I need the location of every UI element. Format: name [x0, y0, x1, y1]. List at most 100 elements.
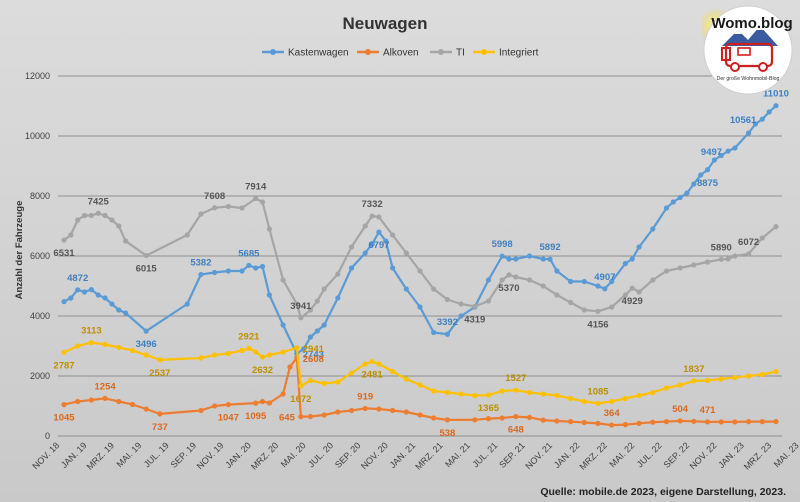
data-point-ti: [629, 285, 635, 291]
data-point-kastenwagen: [348, 265, 355, 271]
data-point-alkoven: [198, 407, 204, 414]
data-label: 9497: [701, 147, 722, 158]
data-point-kastenwagen: [691, 181, 697, 187]
data-point-integriert: [773, 368, 779, 375]
x-tick-label: SEP. 19: [169, 440, 199, 470]
data-point-ti: [116, 223, 122, 229]
data-point-kastenwagen: [513, 256, 519, 262]
data-point-integriert: [417, 382, 423, 388]
data-point-integriert: [246, 345, 252, 351]
data-point-ti: [225, 203, 231, 210]
data-label: 1527: [505, 373, 526, 384]
data-point-integriert: [581, 398, 587, 405]
x-tick-label: MAI. 23: [772, 440, 800, 469]
data-label: 3113: [81, 326, 102, 337]
data-point-integriert: [266, 352, 272, 358]
data-point-integriert: [663, 385, 670, 391]
data-point-integriert: [348, 370, 355, 376]
data-point-kastenwagen: [650, 226, 656, 232]
data-point-alkoven: [773, 419, 779, 425]
data-point-ti: [444, 296, 450, 303]
data-point-ti: [239, 205, 245, 211]
data-point-ti: [294, 301, 300, 307]
data-point-ti: [81, 212, 88, 219]
data-point-integriert: [212, 352, 218, 358]
data-point-ti: [307, 307, 314, 313]
data-point-kastenwagen: [198, 271, 204, 278]
data-point-ti: [123, 238, 129, 244]
x-tick-label: NOV. 18: [30, 440, 61, 471]
data-point-ti: [321, 286, 327, 292]
data-label: 5382: [190, 258, 211, 269]
data-point-integriert: [280, 349, 286, 355]
data-point-kastenwagen: [307, 334, 314, 340]
data-point-integriert: [485, 392, 492, 398]
legend-label: Integriert: [499, 48, 539, 59]
data-point-kastenwagen: [499, 253, 505, 259]
source-note: Quelle: mobile.de 2023, eigene Darstellu…: [540, 486, 786, 498]
data-point-ti: [362, 223, 368, 229]
data-label: 1095: [245, 411, 267, 422]
data-point-alkoven: [298, 414, 304, 420]
data-point-integriert: [259, 354, 266, 360]
data-point-kastenwagen: [444, 331, 450, 337]
y-tick-label: 12000: [25, 71, 50, 81]
data-point-kastenwagen: [622, 260, 628, 267]
legend-marker: [438, 49, 444, 55]
data-point-ti: [650, 277, 656, 283]
data-point-alkoven: [568, 419, 574, 425]
data-label: 1047: [218, 413, 239, 424]
data-point-integriert: [390, 368, 396, 375]
data-point-integriert: [75, 343, 81, 349]
x-tick-label: MRZ. 23: [742, 440, 773, 471]
data-point-alkoven: [376, 406, 382, 412]
data-point-alkoven: [540, 417, 546, 423]
data-label: 5370: [498, 283, 519, 294]
y-axis-label: Anzahl der Fahrzeuge: [14, 201, 25, 300]
data-point-ti: [677, 265, 683, 271]
data-point-kastenwagen: [321, 322, 327, 328]
x-tick-label: SEP. 21: [497, 440, 527, 470]
data-point-alkoven: [287, 364, 293, 370]
data-label: 5890: [711, 242, 732, 253]
data-point-ti: [526, 277, 533, 283]
data-point-integriert: [102, 341, 108, 348]
data-label: 3392: [437, 317, 458, 328]
data-point-kastenwagen: [759, 116, 765, 122]
data-point-integriert: [458, 391, 464, 397]
data-label: 2921: [238, 331, 260, 342]
x-tick-label: NOV. 20: [359, 440, 390, 471]
data-point-alkoven: [348, 407, 355, 414]
data-point-ti: [568, 299, 574, 306]
y-tick-label: 6000: [30, 251, 50, 261]
data-point-integriert: [526, 389, 533, 396]
data-point-integriert: [129, 347, 136, 354]
data-point-alkoven: [417, 412, 423, 418]
data-point-integriert: [718, 376, 724, 382]
data-point-kastenwagen: [725, 148, 731, 154]
data-point-kastenwagen: [595, 283, 601, 289]
x-tick-label: JUL. 22: [635, 440, 664, 469]
data-point-alkoven: [362, 405, 368, 412]
data-label: 538: [439, 428, 455, 439]
data-point-kastenwagen: [266, 292, 272, 298]
data-point-ti: [431, 286, 437, 292]
data-label: 648: [508, 425, 524, 436]
data-point-integriert: [198, 355, 204, 361]
mountain-icon: [722, 26, 778, 46]
y-axis-ticks: 0 2000 4000 6000 8000 10000 12000: [25, 71, 50, 441]
data-label: 5892: [540, 242, 561, 253]
data-label: 1045: [53, 413, 75, 424]
data-point-alkoven: [253, 400, 259, 406]
data-point-kastenwagen: [143, 328, 149, 334]
data-point-alkoven: [143, 406, 149, 412]
data-point-kastenwagen: [766, 109, 772, 115]
data-point-alkoven: [157, 411, 163, 417]
data-point-ti: [198, 211, 204, 217]
data-point-integriert: [444, 389, 450, 396]
data-label: 1365: [478, 403, 500, 414]
series-lines: [61, 103, 779, 428]
data-point-kastenwagen: [458, 313, 464, 319]
data-point-alkoven: [75, 398, 81, 405]
x-tick-label: MRZ. 19: [85, 440, 116, 471]
